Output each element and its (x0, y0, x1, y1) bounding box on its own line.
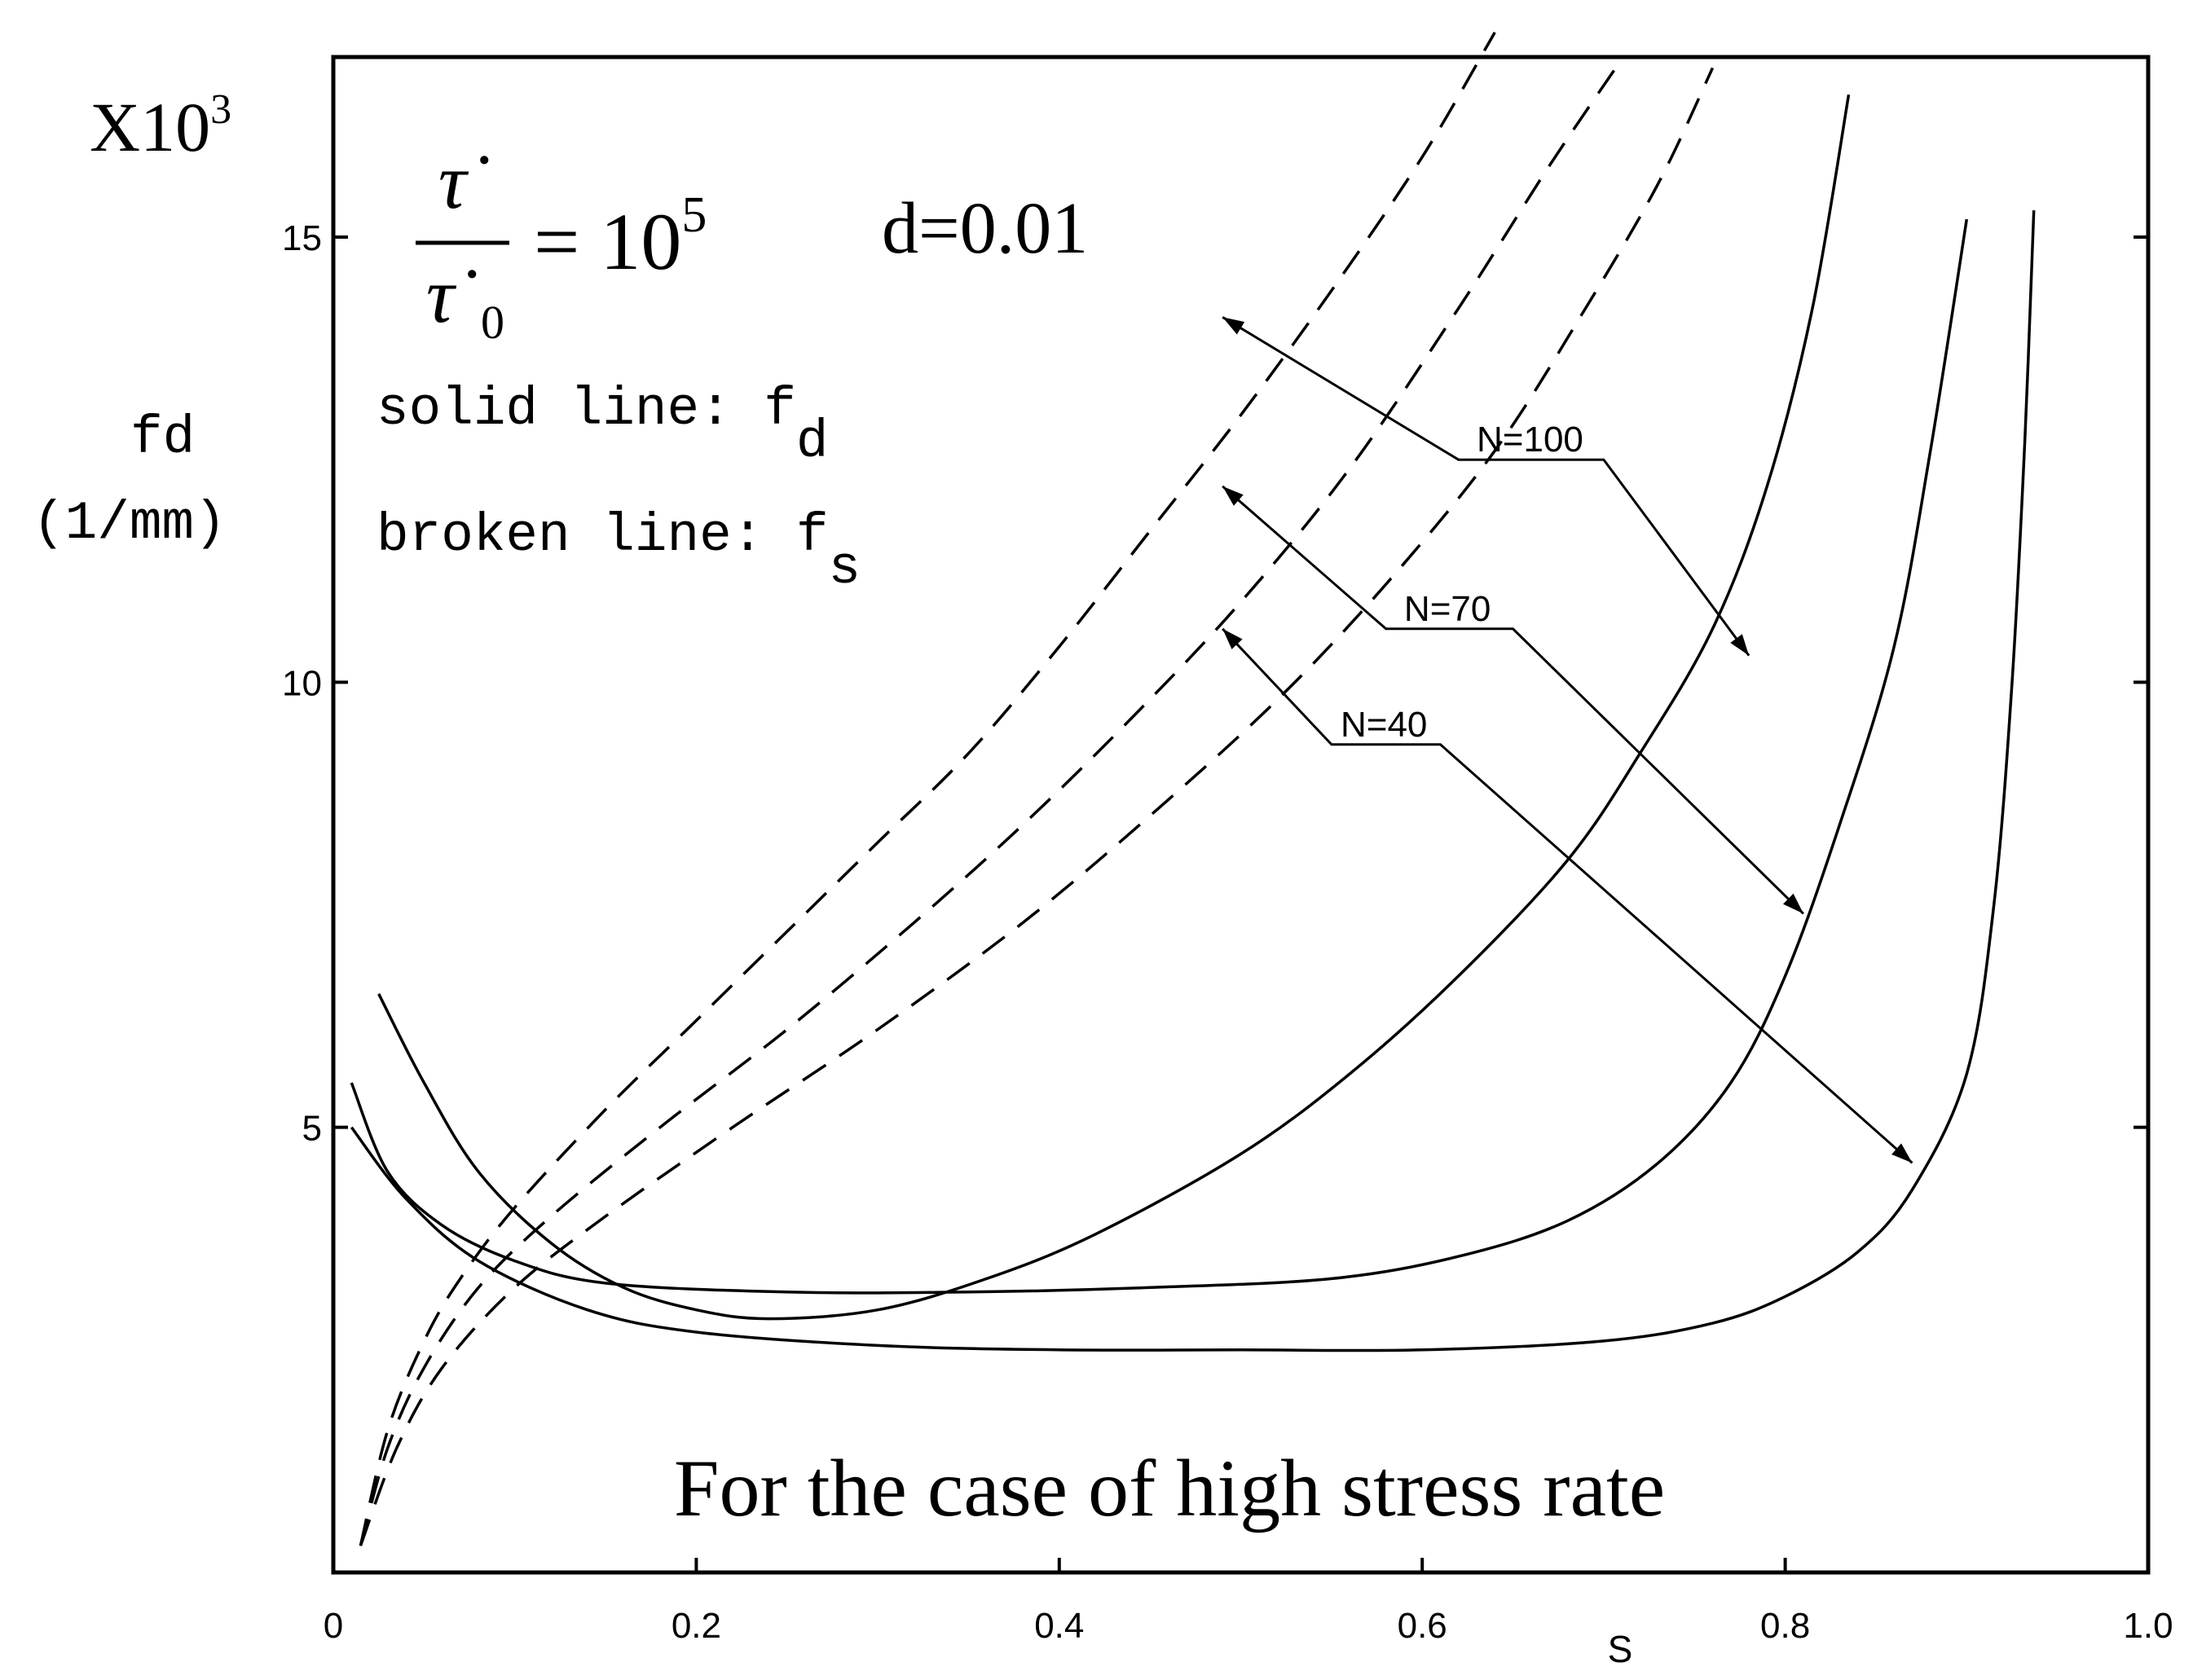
x-tick-label: 0.2 (672, 1606, 721, 1646)
series-solid-n70 (350, 218, 1969, 1295)
leader-n40 (1222, 627, 1913, 1164)
arrowhead-start-n100 (1222, 317, 1245, 335)
formula-numerator: τ̇ (438, 138, 489, 225)
plot-border (331, 55, 2151, 1575)
plot-frame (331, 55, 2151, 1575)
x-tick-label: 1.0 (2123, 1606, 2173, 1646)
series-dashed-n40 (359, 67, 1715, 1546)
formula-denominator-subscript: 0 (481, 296, 504, 349)
arrowhead-end-n40 (1891, 1143, 1913, 1163)
y-axis-label: fd (130, 407, 195, 468)
rate-formula: τ̇ τ̇ 0 = 105 (416, 138, 707, 349)
arrowhead-start-n70 (1222, 486, 1244, 506)
chart-title: For the case of high stress rate (674, 1443, 1665, 1533)
y-tick-label: 10 (282, 663, 322, 703)
leader-n70 (1222, 485, 1804, 915)
curves (350, 31, 2036, 1546)
legend-broken: broken line: fs (377, 505, 861, 599)
leader-lines: N=100 N=70 N=40 (1222, 316, 1913, 1164)
formula-denominator: τ̇ (426, 252, 477, 339)
y-multiplier: X103 (90, 86, 231, 166)
arrowhead-end-n100 (1730, 634, 1750, 656)
x-tick-label: 0 (324, 1606, 343, 1646)
x-tick-label: 0.4 (1034, 1606, 1084, 1646)
arrowhead-end-n70 (1783, 893, 1803, 914)
label-n70: N=70 (1404, 589, 1491, 629)
axis-ticks: 0 0.2 0.4 0.6 0.8 1.0 5 10 15 (282, 218, 2173, 1646)
x-axis-label: S (1608, 1628, 1633, 1670)
y-axis-unit: (1/mm) (33, 493, 227, 554)
legend-solid: solid line: fd (377, 379, 829, 473)
label-n100: N=100 (1477, 420, 1583, 460)
x-tick-label: 0.8 (1760, 1606, 1810, 1646)
arrowhead-start-n40 (1222, 628, 1243, 649)
x-tick-label: 0.6 (1398, 1606, 1447, 1646)
y-tick-label: 15 (282, 218, 322, 258)
series-solid-n100 (377, 94, 1851, 1321)
y-tick-label: 5 (302, 1109, 322, 1149)
leader-n100 (1222, 316, 1750, 657)
series-solid-n40 (350, 210, 2036, 1352)
series-dashed-n70 (359, 58, 1623, 1546)
label-n40: N=40 (1341, 705, 1427, 745)
formula-rhs: = 105 (534, 187, 707, 287)
series-dashed-n100 (359, 31, 1496, 1546)
d-value-label: d=0.01 (882, 188, 1088, 269)
